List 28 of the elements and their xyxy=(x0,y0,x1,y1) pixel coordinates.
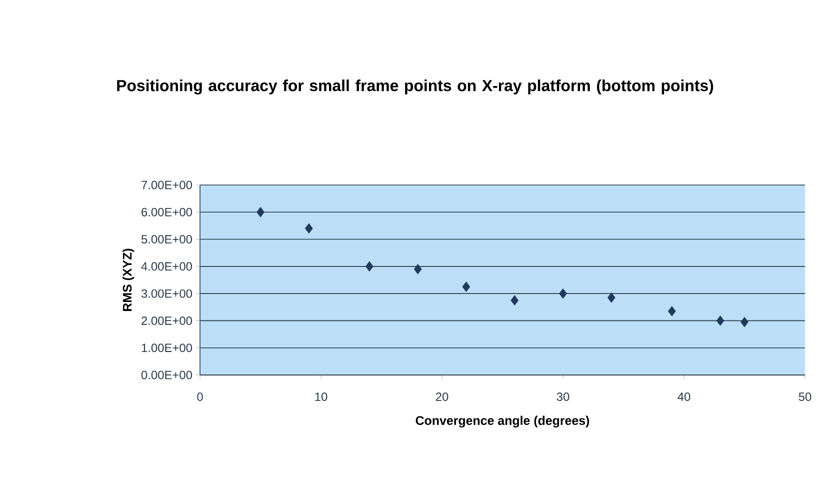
x-tick-label: 30 xyxy=(556,392,570,401)
point xyxy=(740,316,748,328)
point xyxy=(607,292,616,303)
x-tick-label: 50 xyxy=(798,392,812,401)
point xyxy=(414,264,422,274)
y-tick-label: 2.00E+00 xyxy=(142,316,192,325)
x-tick-label: 0 xyxy=(197,392,203,401)
y-tick-label: 3.00E+00 xyxy=(141,289,192,298)
x-axis-title: Convergence angle (degrees) xyxy=(416,416,590,428)
point xyxy=(510,295,519,306)
x-tick-label: 20 xyxy=(436,392,448,401)
point xyxy=(462,282,470,292)
y-tick-label: 7.00E+00 xyxy=(142,180,192,190)
y-tick-label: 4.00E+00 xyxy=(141,262,192,271)
point xyxy=(304,223,313,234)
point xyxy=(716,316,724,326)
y-tick-label: 5.00E+00 xyxy=(141,235,192,244)
x-tick-label: 40 xyxy=(678,392,690,401)
y-tick-label: 1.00E+00 xyxy=(142,344,192,352)
chart-title: Positioning accuracy for small frame points on X-ray platform (bottom points) xyxy=(117,80,714,94)
y-tick-label: 6.00E+00 xyxy=(142,208,192,216)
point xyxy=(256,206,264,218)
point xyxy=(668,306,676,316)
y-tick-label: 0.00E+00 xyxy=(141,370,192,380)
point xyxy=(365,261,374,272)
point xyxy=(559,288,567,299)
y-axis-title: RMS (XYZ) xyxy=(122,248,134,311)
x-tick-label: 10 xyxy=(315,392,328,401)
